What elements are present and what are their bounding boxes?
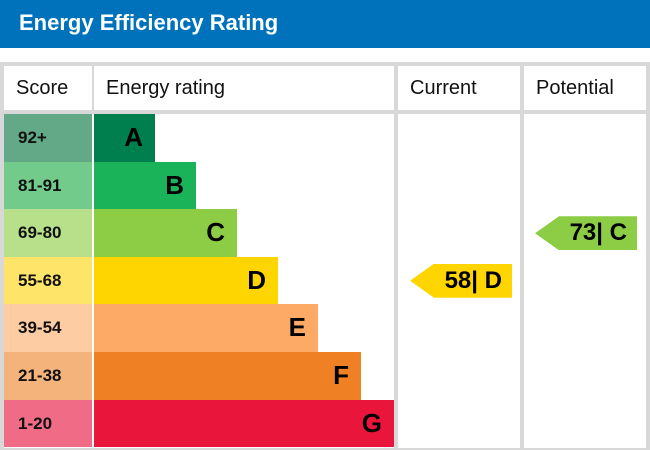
col-header-energy-rating: Energy rating — [94, 66, 394, 110]
band-bar-D: D — [94, 256, 278, 305]
header-title: Energy Efficiency Rating — [0, 0, 650, 48]
potential-column — [524, 114, 646, 448]
band-bar-F: F — [94, 352, 361, 400]
col-header-score: Score — [4, 66, 92, 110]
current-rating-arrow: 58| D — [410, 263, 512, 298]
col-header-potential: Potential — [524, 66, 646, 110]
score-cell-F: 21-38 — [4, 352, 92, 400]
band-bar-B: B — [94, 161, 196, 210]
band-bar-E: E — [94, 304, 318, 352]
band-bar-G: G — [94, 399, 394, 448]
score-cell-G: 1-20 — [4, 399, 92, 448]
band-bar-C: C — [94, 209, 237, 257]
score-cell-E: 39-54 — [4, 304, 92, 352]
band-bar-A: A — [94, 114, 155, 162]
col-header-current: Current — [398, 66, 520, 110]
score-cell-D: 55-68 — [4, 256, 92, 305]
score-cell-B: 81-91 — [4, 161, 92, 210]
score-cell-A: 92+ — [4, 114, 92, 162]
score-cell-C: 69-80 — [4, 209, 92, 257]
potential-rating-arrow: 73| C — [535, 216, 637, 251]
